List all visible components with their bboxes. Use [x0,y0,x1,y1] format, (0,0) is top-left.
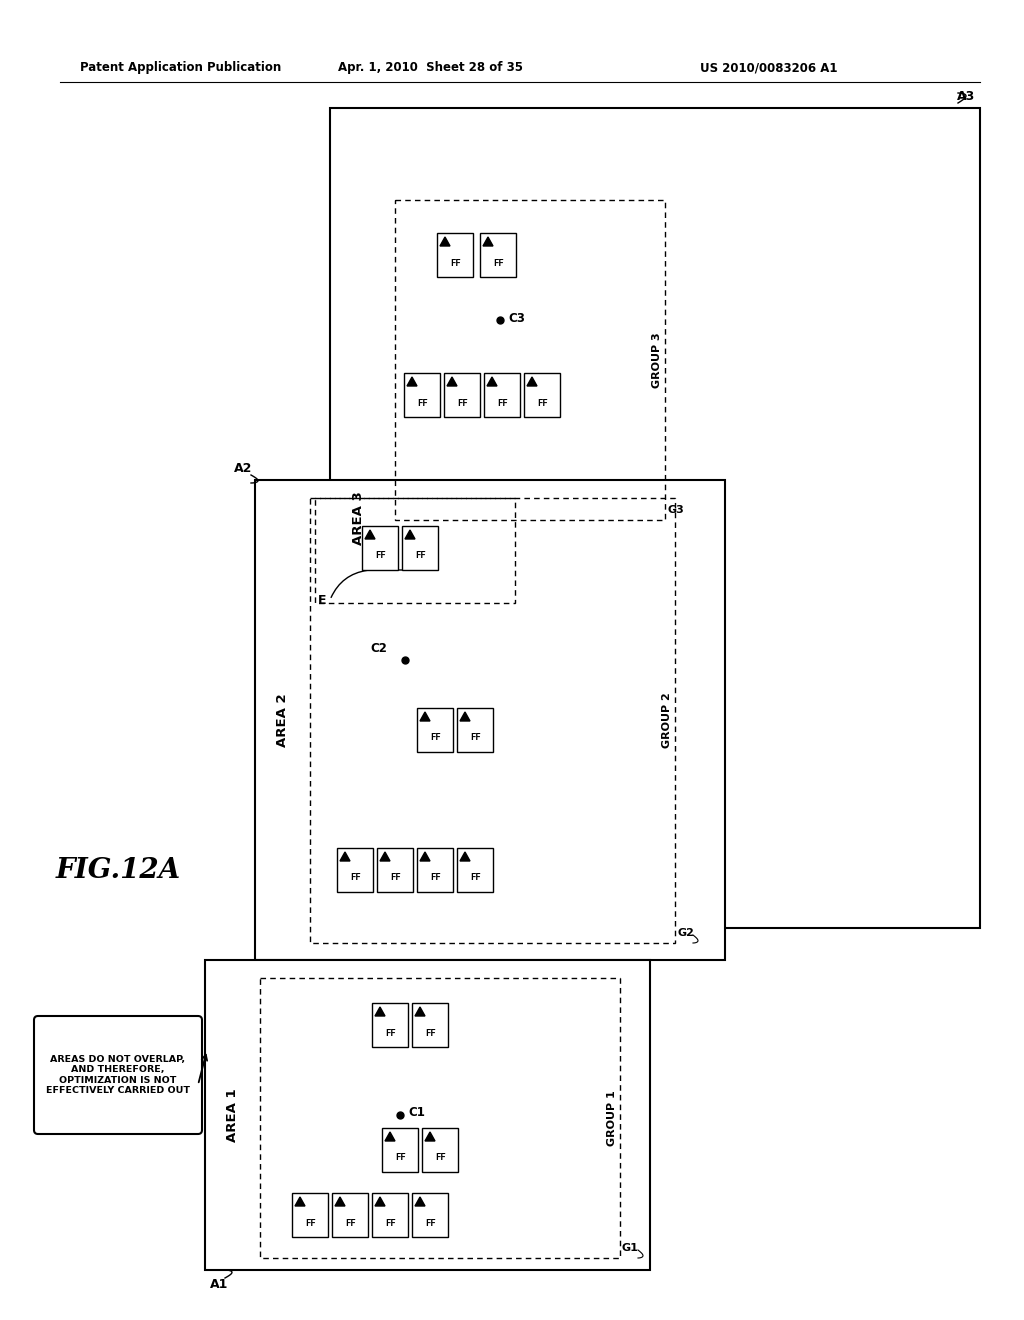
Bar [457,708,493,752]
Text: FF: FF [471,734,481,742]
Text: FF: FF [471,874,481,883]
Bar [412,1003,449,1047]
Bar [337,847,373,892]
Text: C3: C3 [508,312,525,325]
Polygon shape [420,711,430,721]
Polygon shape [440,238,450,246]
Bar [372,1003,408,1047]
Polygon shape [407,378,417,385]
Bar [417,708,453,752]
Text: FF: FF [426,1028,436,1038]
Text: G2: G2 [677,928,694,939]
Text: FF: FF [346,1218,356,1228]
Bar [404,374,440,417]
Text: US 2010/0083206 A1: US 2010/0083206 A1 [700,62,838,74]
Polygon shape [295,1197,305,1206]
Polygon shape [415,1007,425,1016]
Text: FF: FF [458,399,468,408]
Text: FF: FF [498,399,508,408]
Text: FF: FF [418,399,428,408]
Bar [524,374,560,417]
Text: FF: FF [426,1218,436,1228]
Bar [292,1193,328,1237]
Bar [480,234,516,277]
Text: FIG.12A: FIG.12A [55,857,180,883]
Bar [205,960,650,1270]
Polygon shape [375,1197,385,1206]
Polygon shape [335,1197,345,1206]
Text: A3: A3 [956,90,975,103]
Polygon shape [487,378,497,385]
Bar [412,1193,449,1237]
Text: GROUP 1: GROUP 1 [607,1090,617,1146]
Polygon shape [406,531,415,539]
Polygon shape [365,531,375,539]
Bar [310,498,675,942]
FancyBboxPatch shape [34,1016,202,1134]
Text: FF: FF [386,1218,396,1228]
Text: Patent Application Publication: Patent Application Publication [80,62,282,74]
Bar [330,108,980,928]
Text: FF: FF [390,874,401,883]
Text: A1: A1 [210,1279,228,1291]
Text: FF: FF [538,399,549,408]
Text: Apr. 1, 2010  Sheet 28 of 35: Apr. 1, 2010 Sheet 28 of 35 [338,62,522,74]
Text: G3: G3 [667,506,684,515]
Text: G1: G1 [622,1243,639,1253]
Text: E: E [317,594,327,606]
Polygon shape [527,378,537,385]
Bar [437,234,473,277]
Polygon shape [380,851,390,861]
Polygon shape [415,1197,425,1206]
Bar [444,374,480,417]
Text: AREA 3: AREA 3 [351,491,365,545]
Text: AREA 1: AREA 1 [226,1088,240,1142]
Bar [372,1193,408,1237]
Text: GROUP 2: GROUP 2 [662,693,672,748]
Polygon shape [447,378,457,385]
Text: C2: C2 [370,642,387,655]
Text: FF: FF [386,1028,396,1038]
Bar [255,480,725,960]
Polygon shape [460,711,470,721]
Bar [417,847,453,892]
Text: FF: FF [451,259,462,268]
Polygon shape [483,238,493,246]
Bar [315,498,515,603]
Text: FF: FF [350,874,361,883]
Polygon shape [460,851,470,861]
Text: AREAS DO NOT OVERLAP,
AND THEREFORE,
OPTIMIZATION IS NOT
EFFECTIVELY CARRIED OUT: AREAS DO NOT OVERLAP, AND THEREFORE, OPT… [46,1055,190,1096]
Bar [422,1129,458,1172]
Bar [332,1193,368,1237]
Text: GROUP 3: GROUP 3 [652,333,662,388]
Text: FF: FF [435,1154,446,1163]
Text: FF: FF [431,734,441,742]
Text: A2: A2 [233,462,252,474]
Bar [402,525,438,570]
Text: FF: FF [376,552,386,561]
Polygon shape [425,1133,435,1140]
Bar [362,525,398,570]
Text: FF: FF [416,552,426,561]
Polygon shape [340,851,350,861]
Polygon shape [420,851,430,861]
Bar [260,978,620,1258]
Bar [377,847,413,892]
Text: FF: FF [494,259,505,268]
Bar [395,201,665,520]
Text: FF: FF [431,874,441,883]
Text: AREA 2: AREA 2 [276,693,290,747]
Text: FF: FF [395,1154,407,1163]
Polygon shape [385,1133,395,1140]
Bar [484,374,520,417]
Text: C1: C1 [408,1106,425,1119]
Polygon shape [375,1007,385,1016]
Bar [382,1129,418,1172]
Bar [457,847,493,892]
Text: FF: FF [305,1218,316,1228]
